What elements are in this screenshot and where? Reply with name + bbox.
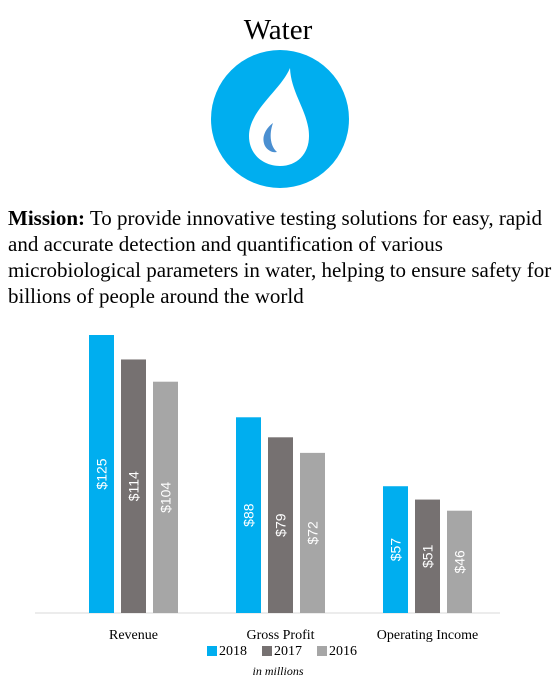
bar-2018-1 xyxy=(236,417,261,613)
data-label: $51 xyxy=(420,544,436,568)
data-label: $79 xyxy=(273,513,289,537)
bar-2017-0 xyxy=(121,359,146,613)
data-label: $72 xyxy=(305,521,321,545)
mission-label: Mission: xyxy=(8,206,86,230)
data-label: $104 xyxy=(158,482,174,513)
bar-2018-0 xyxy=(89,335,114,613)
bar-2018-2 xyxy=(383,486,408,613)
legend-swatch-2017 xyxy=(262,646,272,656)
bar-2016-1 xyxy=(300,452,325,613)
data-label: $46 xyxy=(452,550,468,574)
legend-swatch-2016 xyxy=(317,646,327,656)
bar-2016-2 xyxy=(447,510,472,613)
financials-bar-chart: $125 $114 $104 Revenue $88 $79 $72 Gross Profit… xyxy=(35,335,500,659)
bar-2017-2 xyxy=(415,499,440,613)
category-label: Gross Profit xyxy=(246,628,314,643)
units-footnote: in millions xyxy=(252,664,304,678)
bar-2016-0 xyxy=(153,381,178,613)
mission-text: To provide innovative testing solutions … xyxy=(8,206,552,308)
water-drop-icon xyxy=(211,50,349,188)
category-label: Revenue xyxy=(109,628,158,643)
data-label: $114 xyxy=(126,471,142,501)
drop-highlight xyxy=(263,123,277,153)
legend-label: 2016 xyxy=(329,644,357,659)
data-label: $125 xyxy=(94,458,110,489)
data-label: $88 xyxy=(241,503,257,527)
data-label: $57 xyxy=(388,538,404,562)
mission-statement: Mission: To provide innovative testing s… xyxy=(8,205,553,309)
page-title: Water xyxy=(243,14,313,46)
legend-swatch-2018 xyxy=(207,646,217,656)
legend-label: 2017 xyxy=(274,644,302,659)
bar-2017-1 xyxy=(268,437,293,613)
legend-label: 2018 xyxy=(219,644,247,659)
category-label: Operating Income xyxy=(377,628,478,643)
